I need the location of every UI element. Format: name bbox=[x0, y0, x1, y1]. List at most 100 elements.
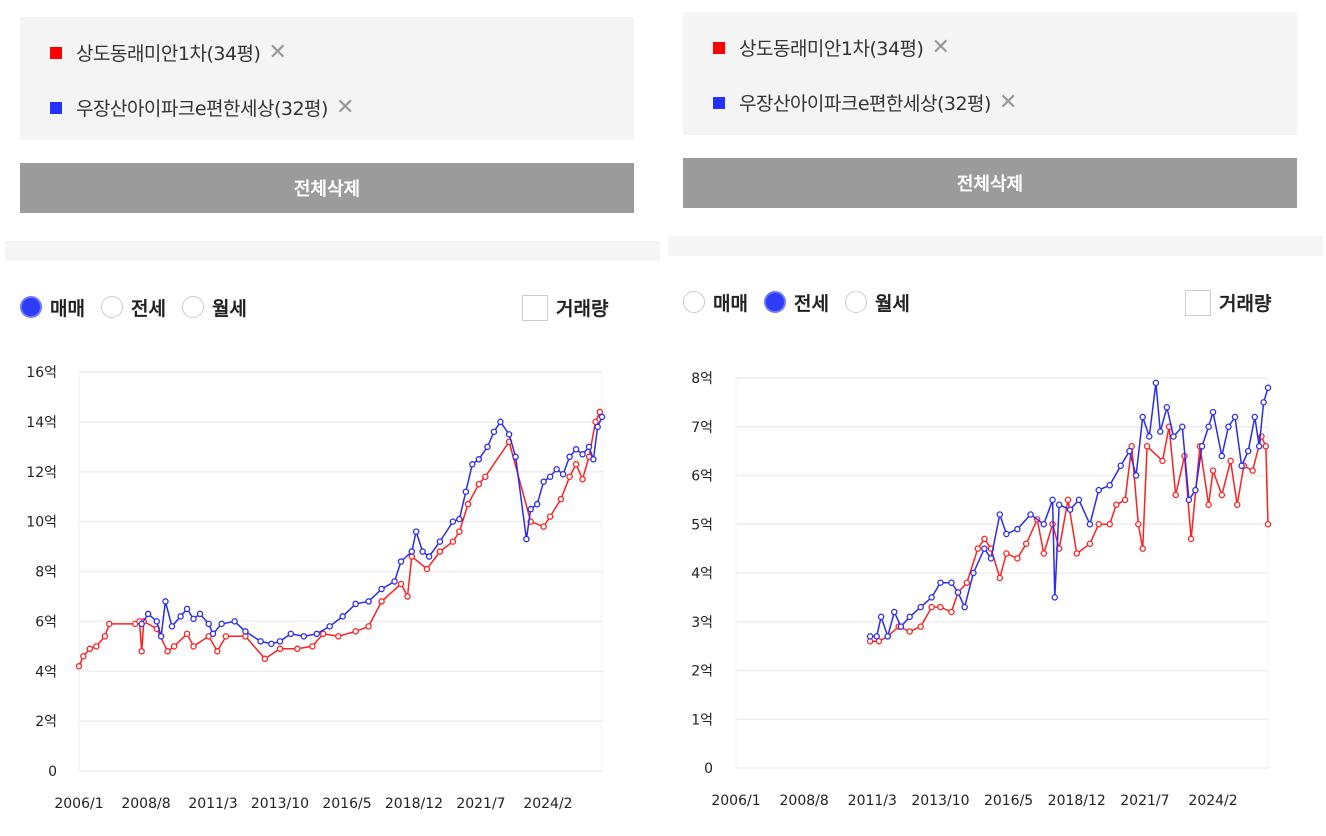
data-point bbox=[937, 579, 944, 586]
radio-icon[interactable] bbox=[683, 291, 705, 313]
data-point bbox=[242, 628, 249, 635]
close-icon[interactable]: ✕ bbox=[998, 90, 1017, 115]
data-point bbox=[981, 535, 988, 543]
data-point bbox=[408, 548, 416, 555]
y-tick-label: 8억 bbox=[691, 371, 713, 387]
radio-option-jeonse[interactable]: 전세 bbox=[100, 294, 166, 321]
data-point bbox=[190, 643, 197, 650]
data-point bbox=[559, 470, 567, 478]
data-point bbox=[1121, 496, 1129, 504]
x-tick-label: 2016/5 bbox=[322, 796, 371, 812]
series-line bbox=[141, 416, 603, 645]
data-point bbox=[1040, 550, 1048, 557]
data-point bbox=[484, 443, 491, 451]
data-point bbox=[1260, 399, 1267, 406]
data-point bbox=[412, 528, 420, 535]
data-point bbox=[1014, 525, 1021, 533]
data-point bbox=[209, 630, 217, 638]
trade-type-radio-group: 매매 전세 월세 bbox=[20, 294, 263, 320]
close-icon[interactable]: ✕ bbox=[335, 95, 354, 120]
legend-label: 상도동래미안1차(34평) bbox=[739, 38, 924, 60]
radio-option-monthly[interactable]: 월세 bbox=[181, 294, 247, 321]
data-point bbox=[1066, 506, 1074, 513]
volume-toggle[interactable]: 거래량 bbox=[522, 294, 608, 321]
legend-label: 상도동래미안1차(34평) bbox=[76, 43, 261, 65]
data-point bbox=[456, 528, 463, 535]
radio-icon[interactable] bbox=[20, 296, 42, 318]
clear-all-button[interactable]: 전체삭제 bbox=[683, 158, 1297, 208]
data-point bbox=[222, 633, 230, 640]
clear-all-button[interactable]: 전체삭제 bbox=[20, 163, 634, 213]
volume-toggle[interactable]: 거래량 bbox=[1185, 289, 1271, 316]
data-point bbox=[1086, 540, 1094, 547]
radio-icon[interactable] bbox=[844, 291, 867, 313]
data-point bbox=[1172, 491, 1179, 499]
right-panel: 상도동래미안1차(34평) ✕ 우장산아이파크e편한세상(32평) ✕ 전체삭제… bbox=[663, 0, 1326, 836]
data-point bbox=[190, 615, 197, 623]
data-point bbox=[205, 620, 212, 628]
selected-apartments-box: 상도동래미안1차(34평) ✕ 우장산아이파크e편한세상(32평) ✕ bbox=[20, 17, 634, 140]
data-point bbox=[1187, 535, 1195, 543]
data-point bbox=[183, 630, 191, 638]
data-point bbox=[168, 623, 176, 630]
close-icon[interactable]: ✕ bbox=[931, 35, 950, 60]
data-point bbox=[456, 515, 463, 523]
radio-option-sale[interactable]: 매매 bbox=[20, 294, 85, 321]
radio-option-jeonse[interactable]: 전세 bbox=[763, 289, 829, 316]
radio-option-sale[interactable]: 매매 bbox=[683, 289, 748, 316]
data-point bbox=[218, 620, 225, 628]
x-tick-label: 2011/3 bbox=[188, 796, 237, 812]
x-tick-label: 2008/8 bbox=[121, 796, 170, 812]
blue-swatch-icon bbox=[50, 101, 62, 114]
divider bbox=[5, 241, 660, 261]
data-point bbox=[1126, 447, 1133, 455]
data-point bbox=[423, 565, 431, 573]
data-point bbox=[1255, 443, 1263, 450]
data-point bbox=[996, 574, 1004, 582]
blue-swatch-icon bbox=[713, 96, 725, 109]
data-point bbox=[948, 608, 955, 616]
radio-label: 전세 bbox=[793, 292, 829, 315]
radio-option-monthly[interactable]: 월세 bbox=[844, 289, 910, 316]
red-swatch-icon bbox=[713, 41, 725, 54]
radio-icon[interactable] bbox=[763, 291, 786, 313]
data-point bbox=[352, 628, 359, 635]
data-point bbox=[566, 473, 573, 480]
data-point bbox=[352, 600, 359, 608]
data-point bbox=[425, 553, 433, 560]
y-tick-label: 4억 bbox=[691, 566, 713, 582]
data-point bbox=[917, 603, 924, 611]
close-icon[interactable]: ✕ bbox=[268, 40, 287, 65]
data-point bbox=[1022, 540, 1030, 547]
data-point bbox=[546, 473, 554, 480]
data-point bbox=[464, 500, 472, 508]
y-tick-label: 3억 bbox=[691, 615, 713, 631]
data-point bbox=[449, 518, 457, 525]
volume-checkbox[interactable] bbox=[522, 294, 548, 321]
y-tick-label: 0 bbox=[48, 764, 57, 780]
price-chart: 0 2억 4억 6억 8억 10억 12억 14억 16억 2006/1 2008/8 2011/3 2… bbox=[26, 365, 606, 812]
data-point bbox=[391, 578, 398, 585]
y-tick-label: 6억 bbox=[691, 469, 713, 485]
data-point bbox=[1095, 520, 1102, 528]
data-point bbox=[1139, 545, 1146, 552]
trade-type-radio-group: 매매 전세 월세 bbox=[683, 289, 926, 315]
data-point bbox=[1231, 413, 1239, 421]
data-point bbox=[928, 603, 935, 611]
data-point bbox=[1014, 555, 1021, 562]
data-point bbox=[523, 535, 530, 543]
data-point bbox=[1003, 550, 1010, 557]
data-point bbox=[540, 523, 547, 530]
radio-icon[interactable] bbox=[100, 296, 123, 318]
data-point bbox=[138, 648, 145, 655]
data-point bbox=[1055, 501, 1063, 508]
radio-icon[interactable] bbox=[181, 296, 204, 318]
data-point bbox=[884, 633, 891, 640]
data-point bbox=[928, 594, 935, 601]
radio-label: 월세 bbox=[874, 292, 910, 315]
y-tick-label: 14억 bbox=[26, 415, 57, 431]
data-point bbox=[540, 478, 547, 485]
x-tick-label: 2013/10 bbox=[251, 796, 309, 812]
data-point bbox=[512, 453, 519, 461]
volume-checkbox[interactable] bbox=[1185, 289, 1211, 316]
